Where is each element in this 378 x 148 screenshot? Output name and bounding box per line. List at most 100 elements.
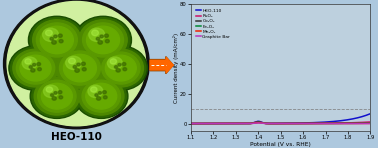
Circle shape: [34, 77, 79, 115]
Circle shape: [96, 47, 146, 89]
Co₃O₄: [256, 121, 260, 123]
Circle shape: [110, 59, 116, 64]
Graphite Bar: [329, 123, 333, 124]
Circle shape: [54, 35, 57, 38]
Circle shape: [16, 52, 55, 84]
RuO₂: [368, 121, 373, 123]
Co₃O₄: [312, 123, 317, 124]
Ellipse shape: [7, 1, 146, 126]
Graphite Bar: [332, 123, 336, 124]
Ellipse shape: [3, 0, 149, 129]
Circle shape: [33, 63, 36, 66]
FancyArrow shape: [150, 57, 173, 74]
Mn₃O₄: [368, 123, 373, 124]
Circle shape: [13, 49, 58, 87]
Mn₃O₄: [268, 123, 273, 124]
Circle shape: [54, 91, 57, 94]
Circle shape: [52, 97, 56, 100]
Circle shape: [105, 40, 109, 43]
Circle shape: [82, 80, 121, 112]
Circle shape: [88, 85, 103, 98]
Circle shape: [118, 63, 121, 66]
Circle shape: [38, 80, 76, 112]
Circle shape: [105, 55, 136, 81]
Circle shape: [75, 69, 79, 72]
Text: HEO-110: HEO-110: [51, 132, 102, 142]
Circle shape: [76, 18, 130, 62]
Circle shape: [59, 51, 101, 85]
Circle shape: [43, 28, 59, 41]
HEO-110: [268, 123, 272, 124]
Circle shape: [59, 40, 63, 43]
Circle shape: [52, 40, 56, 44]
Circle shape: [102, 52, 140, 84]
Mn₃O₄: [329, 123, 333, 124]
Line: Graphite Bar: Graphite Bar: [191, 123, 370, 124]
Circle shape: [74, 74, 128, 118]
HEO-110: [312, 122, 316, 124]
HEO-110: [261, 122, 266, 124]
Graphite Bar: [268, 123, 273, 124]
Mn₃O₄: [332, 123, 336, 124]
HEO-110: [189, 123, 193, 124]
Circle shape: [98, 91, 102, 94]
Graphite Bar: [312, 123, 317, 124]
Line: Co₃O₄: Co₃O₄: [191, 122, 370, 124]
HEO-110: [328, 121, 333, 123]
RuO₂: [312, 122, 317, 124]
Circle shape: [22, 57, 37, 69]
Circle shape: [96, 97, 101, 100]
Circle shape: [25, 59, 31, 64]
Circle shape: [74, 16, 132, 64]
Circle shape: [53, 46, 107, 90]
Circle shape: [58, 34, 62, 37]
Fe₂O₃: [329, 123, 333, 124]
Circle shape: [79, 77, 124, 115]
Line: HEO-110: HEO-110: [191, 114, 370, 124]
Line: Mn₃O₄: Mn₃O₄: [191, 123, 370, 124]
Circle shape: [36, 23, 77, 57]
Circle shape: [56, 48, 104, 88]
Circle shape: [32, 75, 82, 117]
Circle shape: [115, 66, 118, 68]
Circle shape: [33, 20, 81, 60]
Circle shape: [96, 37, 100, 40]
Circle shape: [82, 68, 86, 71]
Circle shape: [107, 57, 122, 69]
Circle shape: [77, 63, 80, 66]
Circle shape: [9, 46, 62, 90]
Circle shape: [79, 20, 127, 60]
Circle shape: [95, 94, 98, 96]
Mn₃O₄: [189, 123, 193, 124]
Mn₃O₄: [262, 122, 266, 124]
Circle shape: [86, 83, 117, 109]
Circle shape: [38, 68, 42, 71]
Fe₂O₃: [207, 123, 211, 124]
Circle shape: [40, 26, 73, 54]
Circle shape: [123, 68, 127, 71]
Mn₃O₄: [312, 123, 317, 124]
Co₃O₄: [262, 122, 266, 124]
Circle shape: [82, 23, 124, 57]
RuO₂: [207, 123, 211, 124]
Circle shape: [89, 28, 105, 41]
Circle shape: [66, 56, 82, 70]
Circle shape: [37, 62, 40, 66]
FancyArrow shape: [150, 57, 173, 73]
RuO₂: [268, 123, 273, 124]
Y-axis label: Current density (mA/cm²): Current density (mA/cm²): [173, 33, 178, 103]
Circle shape: [68, 58, 75, 64]
RuO₂: [256, 121, 260, 123]
Co₃O₄: [268, 123, 273, 124]
Line: RuO₂: RuO₂: [191, 122, 370, 124]
Circle shape: [81, 62, 85, 65]
Circle shape: [11, 47, 60, 89]
Circle shape: [100, 35, 103, 38]
Fe₂O₃: [368, 122, 373, 124]
Circle shape: [50, 37, 53, 40]
HEO-110: [368, 113, 373, 115]
HEO-110: [207, 123, 211, 124]
Circle shape: [98, 40, 102, 44]
RuO₂: [332, 122, 336, 124]
Circle shape: [58, 91, 62, 94]
